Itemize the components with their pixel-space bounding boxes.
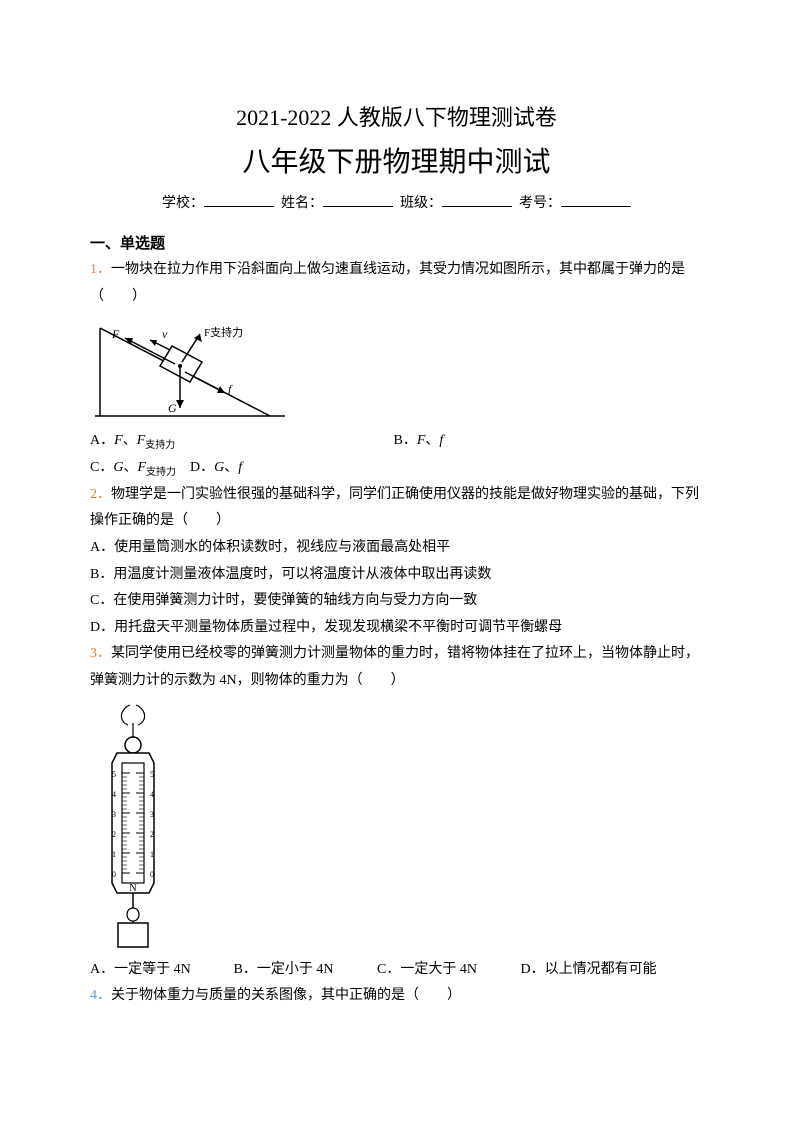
svg-text:0: 0	[150, 870, 154, 879]
G-label: G	[168, 401, 177, 415]
class-blank[interactable]	[442, 192, 512, 207]
svg-text:3: 3	[150, 810, 154, 819]
svg-text:2: 2	[112, 830, 116, 839]
Fn-label: F支持力	[204, 325, 243, 339]
name-blank[interactable]	[323, 192, 393, 207]
svg-text:4: 4	[112, 790, 116, 799]
q3-figure: 5 5 4 4 3 3 2 2 1 1 0 0 N	[90, 703, 703, 953]
page: 2021-2022 人教版八下物理测试卷 八年级下册物理期中测试 学校： 姓名：…	[0, 0, 793, 1122]
q1-optA: A．F、F支持力	[90, 428, 390, 455]
question-3: 3．某同学使用已经校零的弹簧测力计测量物体的重力时，错将物体挂在了拉环上，当物体…	[90, 641, 703, 694]
svg-text:1: 1	[112, 850, 116, 859]
svg-text:1: 1	[150, 850, 154, 859]
q3-optD: D．以上情况都有可能	[521, 957, 657, 984]
svg-text:3: 3	[112, 810, 116, 819]
svg-text:4: 4	[150, 790, 154, 799]
q3-options: A．一定等于 4N B．一定小于 4N C．一定大于 4N D．以上情况都有可能	[90, 957, 703, 984]
q1-optB: B．F、f	[394, 428, 444, 455]
q1-figure: v F F支持力 f G	[90, 316, 703, 426]
name-label: 姓名：	[281, 196, 323, 211]
q1-options-row1: A．F、F支持力 B．F、f	[90, 428, 703, 455]
q2-optB: B．用温度计测量液体温度时，可以将温度计从液体中取出再读数	[90, 562, 703, 589]
q1-optD: D．G、f	[190, 455, 242, 482]
q3-optB: B．一定小于 4N	[234, 957, 374, 984]
q2-optC: C．在使用弹簧测力计时，要使弹簧的轴线方向与受力方向一致	[90, 588, 703, 615]
id-label: 考号：	[519, 196, 561, 211]
q2-number: 2．	[90, 487, 111, 502]
v-label: v	[162, 327, 168, 341]
q2-text: 物理学是一门实验性很强的基础科学，同学们正确使用仪器的技能是做好物理实验的基础，…	[90, 487, 699, 529]
q3-optC: C．一定大于 4N	[377, 957, 517, 984]
info-line: 学校： 姓名： 班级： 考号：	[90, 192, 703, 212]
q3-optA: A．一定等于 4N	[90, 957, 230, 984]
school-label: 学校：	[162, 196, 204, 211]
header-line2: 八年级下册物理期中测试	[90, 140, 703, 180]
F-label: F	[111, 327, 120, 341]
q4-text: 关于物体重力与质量的关系图像，其中正确的是（ ）	[111, 988, 461, 1003]
q1-text: 一物块在拉力作用下沿斜面向上做匀速直线运动，其受力情况如图所示，其中都属于弹力的…	[90, 262, 685, 304]
school-blank[interactable]	[204, 192, 274, 207]
q1-number: 1．	[90, 262, 111, 277]
id-blank[interactable]	[561, 192, 631, 207]
q3-text: 某同学使用已经校零的弹簧测力计测量物体的重力时，错将物体挂在了拉环上，当物体静止…	[90, 646, 699, 688]
q4-number: 4．	[90, 988, 111, 1003]
question-1: 1．一物块在拉力作用下沿斜面向上做匀速直线运动，其受力情况如图所示，其中都属于弹…	[90, 257, 703, 310]
f-label: f	[228, 382, 233, 396]
svg-text:5: 5	[112, 770, 116, 779]
spring-scale-icon: 5 5 4 4 3 3 2 2 1 1 0 0 N	[90, 703, 180, 953]
class-label: 班级：	[400, 196, 442, 211]
q3-number: 3．	[90, 646, 111, 661]
q2-optD: D．用托盘天平测量物体质量过程中，发现发现横梁不平衡时可调节平衡螺母	[90, 615, 703, 642]
svg-text:5: 5	[150, 770, 154, 779]
q2-optA: A．使用量筒测水的体积读数时，视线应与液面最高处相平	[90, 535, 703, 562]
svg-text:0: 0	[112, 870, 116, 879]
unit-label: N	[129, 883, 136, 894]
q1-optC: C．G、F支持力	[90, 455, 176, 482]
incline-diagram-icon: v F F支持力 f G	[90, 316, 290, 426]
q1-options-row2: C．G、F支持力 D．G、f	[90, 455, 703, 482]
question-4: 4．关于物体重力与质量的关系图像，其中正确的是（ ）	[90, 983, 703, 1010]
svg-text:2: 2	[150, 830, 154, 839]
question-2: 2．物理学是一门实验性很强的基础科学，同学们正确使用仪器的技能是做好物理实验的基…	[90, 482, 703, 535]
header-line1: 2021-2022 人教版八下物理测试卷	[90, 100, 703, 132]
section-title: 一、单选题	[90, 232, 703, 253]
